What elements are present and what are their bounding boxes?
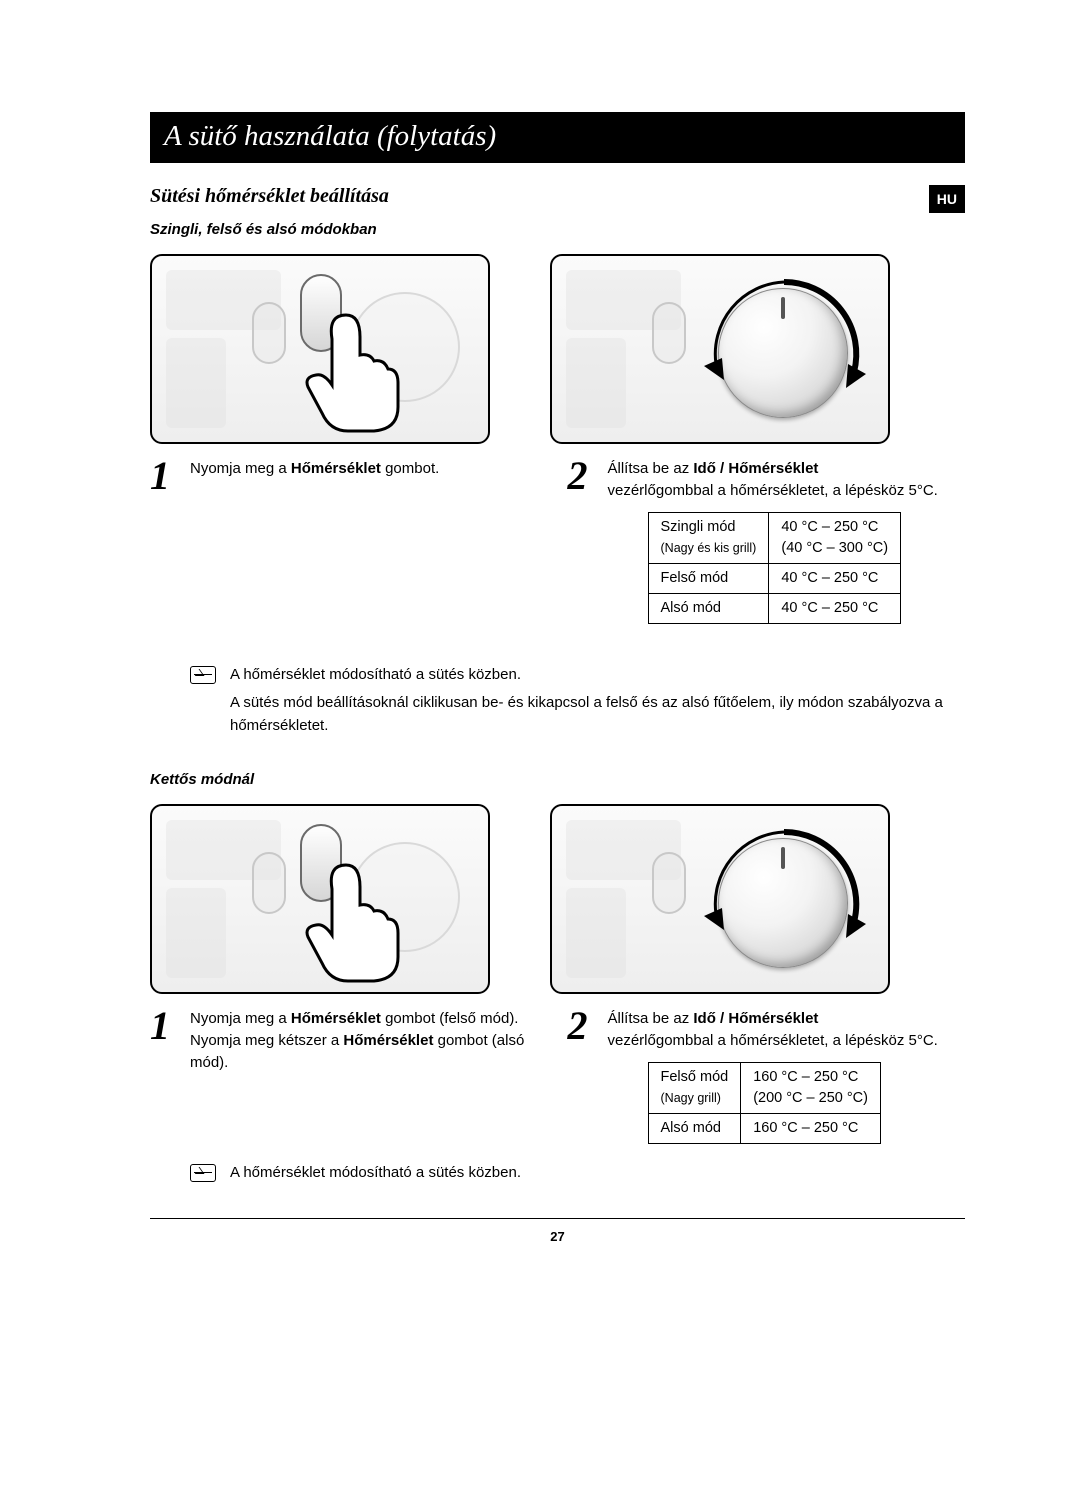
figure-press-button xyxy=(150,254,490,444)
figure-row-2 xyxy=(150,804,965,994)
figure-turn-dial-2 xyxy=(550,804,890,994)
step-number: 2 xyxy=(568,458,598,494)
rotate-arrows-icon xyxy=(694,264,874,439)
hand-press-icon xyxy=(292,304,412,434)
page-title-bar: A sütő használata (folytatás) xyxy=(150,112,965,163)
step-2-text: Állítsa be az Idő / Hőmérséklet vezérlőg… xyxy=(608,458,938,624)
step-3: 1 Nyomja meg a Hőmérséklet gombot (felső… xyxy=(150,1008,548,1144)
rotate-arrows-icon xyxy=(694,814,874,989)
note-icon xyxy=(190,1164,216,1182)
step-4-text: Állítsa be az Idő / Hőmérséklet vezérlőg… xyxy=(608,1008,938,1144)
step-1-text: Nyomja meg a Hőmérséklet gombot. xyxy=(190,458,439,480)
note-text: A hőmérséklet módosítható a sütés közben… xyxy=(230,1162,521,1185)
mode2-label: Kettős módnál xyxy=(150,771,965,788)
step-4: 2 Állítsa be az Idő / Hőmérséklet vezérl… xyxy=(568,1008,966,1144)
table-row: Felső mód(Nagy grill) 160 °C – 250 °C(20… xyxy=(648,1062,880,1113)
step-1: 1 Nyomja meg a Hőmérséklet gombot. xyxy=(150,458,548,624)
figure-row-1 xyxy=(150,254,965,444)
language-badge: HU xyxy=(929,185,965,213)
table-row: Alsó mód 40 °C – 250 °C xyxy=(648,593,901,623)
hand-press-icon xyxy=(292,854,412,984)
note-block-2: A hőmérséklet módosítható a sütés közben… xyxy=(190,1162,965,1185)
step-3-text: Nyomja meg a Hőmérséklet gombot (felső m… xyxy=(190,1008,548,1073)
step-number: 2 xyxy=(568,1008,598,1044)
note-icon xyxy=(190,666,216,684)
step-number: 1 xyxy=(150,1008,180,1044)
temperature-range-table-2: Felső mód(Nagy grill) 160 °C – 250 °C(20… xyxy=(648,1062,881,1144)
note-text: A hőmérséklet módosítható a sütés közben… xyxy=(230,664,521,687)
footer-divider xyxy=(150,1218,965,1219)
note-block-1: A hőmérséklet módosítható a sütés közben… xyxy=(190,664,965,738)
table-row: Szingli mód(Nagy és kis grill) 40 °C – 2… xyxy=(648,512,901,563)
page-title: A sütő használata (folytatás) xyxy=(164,120,496,152)
table-row: Alsó mód 160 °C – 250 °C xyxy=(648,1113,880,1143)
mode1-label: Szingli, felső és alsó módokban xyxy=(150,221,965,238)
step-number: 1 xyxy=(150,458,180,494)
temperature-range-table-1: Szingli mód(Nagy és kis grill) 40 °C – 2… xyxy=(648,512,902,624)
figure-press-button-2 xyxy=(150,804,490,994)
section-heading: Sütési hőmérséklet beállítása xyxy=(150,185,389,208)
step-2: 2 Állítsa be az Idő / Hőmérséklet vezérl… xyxy=(568,458,966,624)
note-text-cont: A sütés mód beállításoknál ciklikusan be… xyxy=(230,692,965,737)
table-row: Felső mód 40 °C – 250 °C xyxy=(648,563,901,593)
page-number: 27 xyxy=(150,1229,965,1244)
figure-turn-dial xyxy=(550,254,890,444)
